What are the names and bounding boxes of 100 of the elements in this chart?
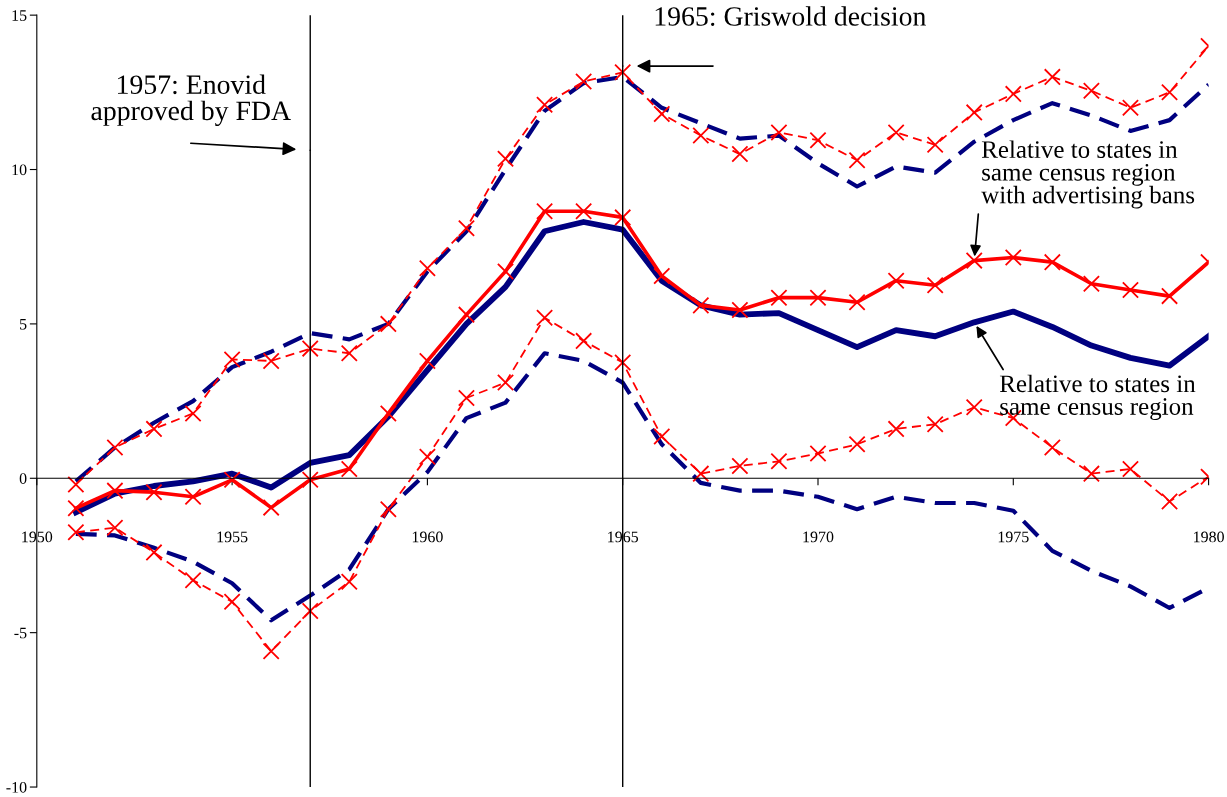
point	[848, 435, 866, 453]
point	[653, 105, 671, 123]
point	[809, 445, 827, 463]
point	[770, 452, 788, 470]
point	[496, 150, 515, 168]
x-tick-label: 1975	[998, 531, 1029, 543]
point	[223, 471, 241, 489]
y-tick-label: -10	[6, 781, 27, 793]
point	[1082, 82, 1100, 100]
point	[1121, 99, 1140, 117]
point	[653, 267, 671, 285]
point	[926, 276, 944, 294]
point	[536, 202, 554, 220]
point	[301, 602, 319, 620]
point	[379, 500, 397, 518]
point	[1121, 281, 1140, 299]
point	[457, 219, 476, 237]
point	[692, 296, 710, 314]
point	[692, 127, 710, 145]
point	[340, 460, 358, 478]
point	[418, 352, 436, 370]
point	[262, 499, 280, 517]
point	[106, 482, 124, 500]
point	[301, 471, 319, 489]
point	[1160, 287, 1179, 305]
point	[809, 131, 827, 149]
point	[965, 103, 983, 121]
point	[692, 465, 710, 483]
point	[340, 344, 358, 362]
point	[457, 389, 476, 407]
point	[1004, 85, 1022, 103]
point	[770, 289, 788, 307]
point	[614, 63, 632, 81]
point	[262, 642, 280, 660]
point	[379, 315, 397, 333]
y-tick-label: 5	[20, 318, 27, 330]
annotation: Relative to states in same census region with advertising bans	[981, 140, 1195, 209]
point	[887, 272, 905, 290]
point	[653, 428, 671, 446]
ref-line-label: 1957: Enovid approved by FDA	[91, 74, 291, 126]
point	[67, 475, 85, 493]
point	[184, 571, 202, 589]
point	[575, 72, 593, 91]
ref-line-label: 1965: Griswold decision	[655, 6, 926, 26]
point	[301, 340, 319, 358]
point	[575, 332, 593, 350]
point	[731, 145, 749, 163]
point	[848, 293, 866, 311]
point	[614, 208, 632, 226]
point	[1160, 492, 1179, 510]
point	[106, 438, 124, 456]
point	[1004, 248, 1022, 267]
point	[496, 262, 515, 280]
point	[536, 96, 554, 114]
point	[106, 519, 124, 537]
point	[145, 483, 163, 501]
point	[926, 136, 944, 154]
y-tick-label: 0	[19, 473, 27, 484]
point	[1160, 83, 1179, 101]
point	[731, 301, 749, 319]
x-tick-label: 1970	[803, 531, 834, 543]
point	[887, 123, 905, 142]
point	[184, 404, 202, 422]
point	[1043, 438, 1061, 456]
point	[418, 448, 436, 466]
point	[614, 353, 632, 372]
point	[770, 123, 788, 142]
y-tick-label: 15	[12, 10, 27, 21]
point	[536, 309, 554, 327]
point	[262, 352, 280, 370]
point	[887, 420, 905, 438]
point	[379, 404, 397, 422]
point	[809, 289, 827, 307]
x-tick-label: 1960	[412, 531, 443, 543]
point	[848, 151, 866, 169]
point	[67, 499, 85, 517]
point	[1043, 253, 1061, 271]
point	[223, 593, 241, 611]
point	[1082, 275, 1100, 293]
annotation: Relative to states in same census region	[999, 374, 1196, 421]
point	[145, 420, 163, 438]
point	[575, 202, 593, 220]
x-tick-label: 1980	[1194, 531, 1224, 543]
point	[340, 573, 358, 591]
point	[1121, 460, 1140, 478]
y-tick-label: 10	[12, 164, 27, 176]
point	[418, 259, 436, 277]
point	[926, 415, 944, 433]
x-tick-label: 1955	[217, 531, 248, 543]
point	[496, 374, 515, 392]
point	[731, 457, 749, 475]
point	[965, 252, 983, 270]
point	[145, 543, 163, 561]
point	[184, 488, 202, 506]
y-tick-label: -5	[14, 627, 27, 639]
point	[965, 398, 983, 416]
point	[1082, 465, 1100, 483]
point	[223, 350, 241, 368]
point	[1043, 68, 1061, 86]
point	[67, 523, 85, 541]
